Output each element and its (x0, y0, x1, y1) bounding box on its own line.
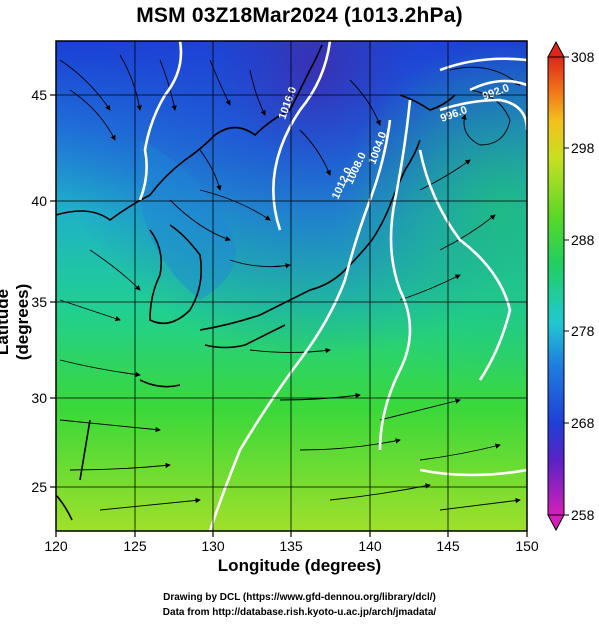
colorbar-tick-labels: 258 268 278 288 298 308 (571, 49, 595, 523)
x-axis-label: Longitude (degrees) (217, 556, 382, 575)
y-tick-40: 40 (31, 193, 47, 209)
colorbar-tick-308: 308 (571, 49, 595, 65)
y-tick-35: 35 (31, 294, 47, 310)
y-tick-30: 30 (31, 390, 47, 406)
x-tick-125: 125 (123, 538, 147, 554)
coastlines (56, 44, 456, 521)
credit-data: Data from http://database.rish.kyoto-u.a… (162, 607, 437, 618)
colorbar-tick-258: 258 (571, 507, 595, 523)
x-tick-130: 130 (201, 538, 225, 554)
colorbar-tick-278: 278 (571, 323, 595, 339)
y-axis-label: Latitude (degrees) (0, 283, 32, 361)
y-tick-25: 25 (31, 479, 47, 495)
credit-drawing: Drawing by DCL (https://www.gfd-dennou.o… (163, 592, 436, 603)
colorbar-tick-298: 298 (571, 140, 595, 156)
temperature-field (56, 41, 527, 531)
tick-marks (50, 94, 528, 537)
x-tick-labels: 120 125 130 135 140 145 150 (44, 538, 539, 554)
colorbar-tick-268: 268 (571, 415, 595, 431)
x-tick-150: 150 (515, 538, 539, 554)
x-tick-145: 145 (436, 538, 460, 554)
isobars (138, 41, 527, 531)
y-tick-labels: 25 30 35 40 45 (31, 87, 47, 495)
colorbar-tick-288: 288 (571, 232, 595, 248)
colorbar: 258 268 278 288 298 308 (547, 40, 595, 532)
x-tick-120: 120 (44, 538, 68, 554)
y-tick-45: 45 (31, 87, 47, 103)
x-tick-135: 135 (279, 538, 303, 554)
grid (56, 41, 527, 531)
x-tick-140: 140 (358, 538, 382, 554)
map-title: MSM 03Z18Mar2024 (1013.2hPa) (136, 4, 463, 27)
